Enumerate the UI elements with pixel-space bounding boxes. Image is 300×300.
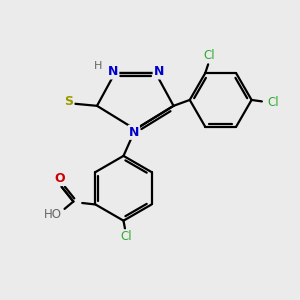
Text: Cl: Cl [268, 96, 280, 110]
Text: N: N [129, 126, 139, 139]
Text: N: N [154, 65, 164, 79]
Text: H: H [94, 61, 103, 71]
Text: S: S [64, 95, 74, 108]
Text: Cl: Cl [204, 49, 215, 62]
Text: O: O [55, 172, 65, 185]
Text: Cl: Cl [121, 230, 132, 243]
Text: HO: HO [44, 208, 62, 221]
Text: N: N [108, 65, 119, 79]
